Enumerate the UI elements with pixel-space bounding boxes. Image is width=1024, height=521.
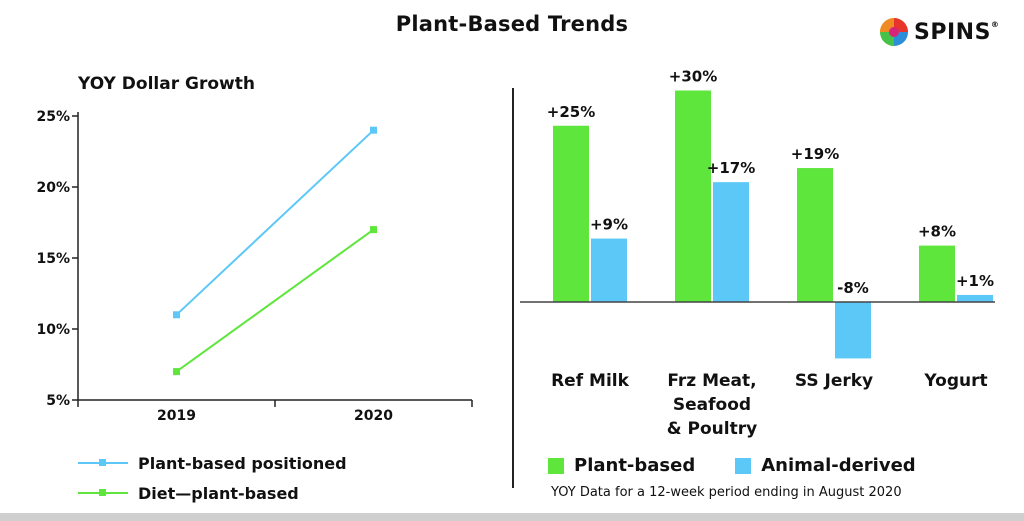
category-label: Yogurt — [923, 371, 987, 391]
bar — [835, 302, 871, 359]
bottom-border — [0, 513, 1024, 521]
data-label: +19% — [791, 145, 839, 163]
vertical-divider — [512, 88, 514, 488]
bar — [797, 168, 833, 302]
data-point — [370, 126, 377, 134]
series-line-1 — [175, 228, 375, 373]
legend-line-positioned — [78, 459, 128, 466]
legend-swatch-animal-derived — [735, 457, 752, 474]
line-chart-legend: Plant-based positioned Diet—plant-based — [78, 448, 347, 508]
legend-label-animal-derived: Animal-derived — [761, 455, 916, 476]
globe-icon — [880, 18, 908, 46]
bar-chart-legend: Plant-based Animal-derived — [548, 455, 956, 476]
data-label: +17% — [707, 159, 755, 177]
data-label: +25% — [547, 103, 595, 121]
y-tick-label: 25% — [36, 109, 70, 125]
data-point — [173, 368, 180, 376]
bar — [713, 182, 749, 302]
spins-logo: SPINS® — [878, 16, 999, 48]
category-label: SS Jerky — [795, 371, 873, 391]
y-tick-label: 5% — [46, 393, 70, 409]
legend-item-positioned: Plant-based positioned — [78, 448, 347, 478]
x-tick-label: 2019 — [157, 408, 196, 424]
category-label: & Poultry — [667, 419, 757, 439]
legend-swatch-plant-based — [548, 457, 564, 474]
category-label: Seafood — [673, 395, 751, 415]
legend-line-diet — [78, 489, 128, 496]
y-tick-label: 15% — [36, 251, 70, 267]
bar — [675, 90, 711, 302]
bar-chart: +25% +9% Ref Milk +30% +17% Frz Meat, Seafood &… — [520, 68, 995, 439]
legend-label-diet: Diet—plant-based — [138, 483, 299, 503]
left-chart-subtitle: YOY Dollar Growth — [78, 74, 255, 94]
legend-label-positioned: Plant-based positioned — [138, 453, 347, 473]
line-chart: 5% 10% 15% 20% 25% 2019 2020 — [36, 109, 473, 424]
data-label: +1% — [956, 272, 994, 290]
legend-label-plant-based: Plant-based — [574, 455, 696, 476]
x-tick-label: 2020 — [354, 408, 393, 424]
data-label: +8% — [918, 223, 956, 241]
data-label: +9% — [590, 216, 628, 234]
bar — [553, 125, 589, 302]
data-point — [370, 226, 377, 234]
footnote: YOY Data for a 12-week period ending in … — [551, 485, 902, 500]
y-tick-label: 10% — [36, 322, 70, 338]
category-label: Ref Milk — [551, 371, 630, 391]
data-label: +30% — [669, 68, 717, 86]
logo-text: SPINS® — [914, 19, 1000, 45]
category-label: Frz Meat, — [667, 371, 756, 391]
series-line-0 — [175, 129, 375, 316]
bar — [591, 238, 627, 302]
page-title: Plant-Based Trends — [395, 12, 629, 36]
data-label: -8% — [837, 279, 869, 297]
bar — [957, 294, 993, 302]
y-tick-label: 20% — [36, 180, 70, 196]
bar — [919, 245, 955, 302]
data-point — [173, 311, 180, 319]
legend-item-diet: Diet—plant-based — [78, 478, 347, 508]
